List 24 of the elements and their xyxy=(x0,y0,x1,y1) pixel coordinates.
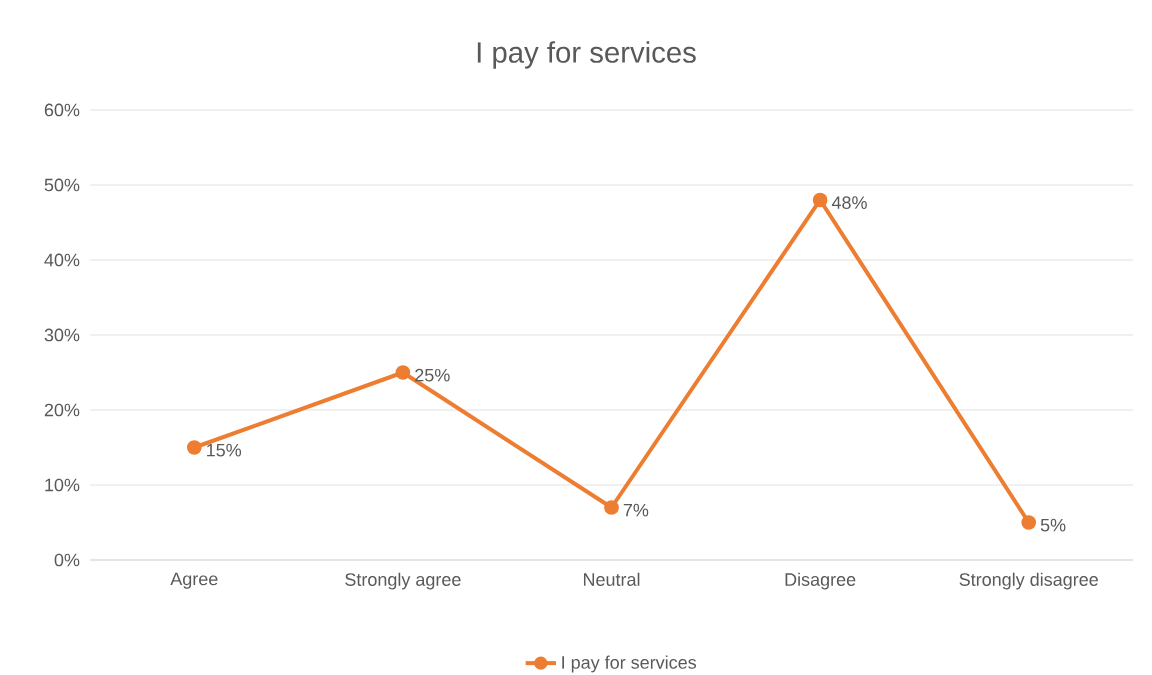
point xyxy=(604,500,619,515)
x-tick-label: Agree xyxy=(170,572,218,589)
data-label: 5% xyxy=(1040,518,1066,532)
data-label: 48% xyxy=(831,196,867,210)
data-label: 7% xyxy=(623,503,649,517)
point xyxy=(186,440,202,455)
x-tick-label: Strongly agree xyxy=(345,572,461,590)
y-tick-label: 0% xyxy=(54,553,80,567)
chart-title: I pay for services xyxy=(477,41,696,69)
y-tick-label: 30% xyxy=(44,328,80,342)
y-tick-label: 50% xyxy=(44,178,80,192)
y-tick-label: 20% xyxy=(44,403,80,417)
data-label: 25% xyxy=(415,368,450,382)
y-tick-label: 10% xyxy=(45,478,80,492)
x-tick-label: Disagree xyxy=(785,572,856,590)
x-tick-label: Neutral xyxy=(583,572,640,586)
y-tick-label: 40% xyxy=(44,253,80,267)
y-tick-label: 60% xyxy=(44,103,80,117)
data-label: 15% xyxy=(207,443,242,457)
x-tick-label: Strongly disagree xyxy=(959,572,1098,590)
legend-label: I pay for services xyxy=(562,655,697,673)
point xyxy=(395,365,411,380)
point xyxy=(812,192,828,208)
point xyxy=(1021,515,1037,530)
